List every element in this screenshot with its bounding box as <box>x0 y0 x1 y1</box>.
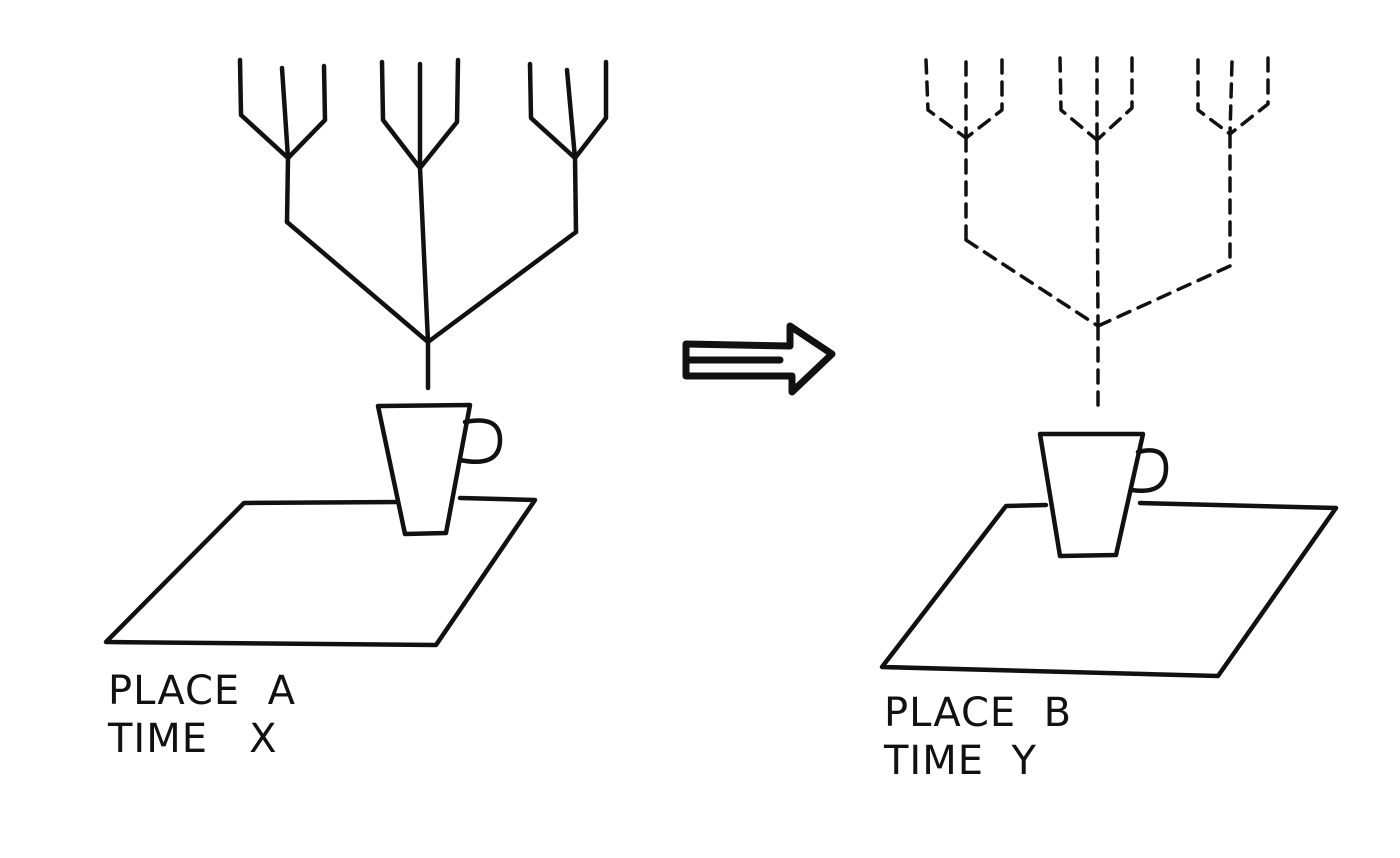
cup-icon <box>375 402 503 537</box>
dashed-tree-icon <box>924 56 1270 408</box>
time-label-a: TIME X <box>108 716 278 762</box>
tree-icon <box>237 57 609 391</box>
tabletop-a <box>103 495 538 648</box>
place-label-a: PLACE A <box>108 668 296 714</box>
right-arrow-icon <box>682 322 836 396</box>
place-label-b: PLACE B <box>884 690 1073 736</box>
time-label-b: TIME Y <box>884 738 1037 784</box>
cup-icon <box>1037 431 1169 559</box>
tabletop-b <box>879 500 1339 679</box>
